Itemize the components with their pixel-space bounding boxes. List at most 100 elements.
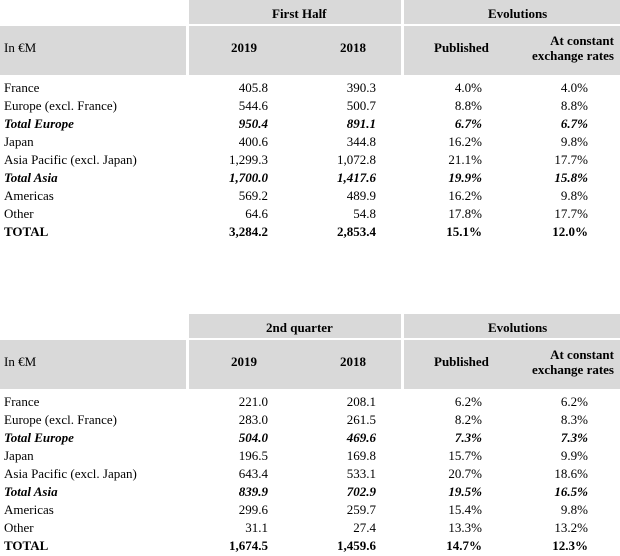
published-change: 6.7% xyxy=(454,116,482,131)
table-row: Other 64.6 54.8 17.8% 17.7% xyxy=(0,205,620,223)
value-2018: 533.1 xyxy=(346,466,376,481)
constant-rates-header: At constant exchange rates xyxy=(532,33,614,63)
row-label: Asia Pacific (excl. Japan) xyxy=(4,152,137,167)
table-row: TOTAL 1,674.5 1,459.6 14.7% 12.3% xyxy=(0,537,620,555)
row-label: Americas xyxy=(4,188,54,203)
second-quarter-table: 2nd quarter Evolutions In €M 2019 2018 P… xyxy=(0,314,620,553)
constant-change: 7.3% xyxy=(560,430,588,445)
published-change: 15.4% xyxy=(448,502,482,517)
published-change: 16.2% xyxy=(448,134,482,149)
value-2019: 950.4 xyxy=(238,116,268,131)
constant-change: 17.7% xyxy=(554,206,588,221)
published-change: 15.1% xyxy=(446,224,482,239)
row-label: Total Asia xyxy=(4,484,58,499)
value-2019: 839.9 xyxy=(238,484,268,499)
value-2018: 261.5 xyxy=(346,412,376,427)
value-2019: 569.2 xyxy=(238,188,268,203)
value-2018: 390.3 xyxy=(346,80,376,95)
value-2018: 27.4 xyxy=(353,520,376,535)
published-change: 16.2% xyxy=(448,188,482,203)
table-row: Total Europe 950.4 891.1 6.7% 6.7% xyxy=(0,115,620,133)
constant-change: 12.3% xyxy=(552,538,588,553)
row-label: Other xyxy=(4,520,34,535)
row-label: TOTAL xyxy=(4,224,49,239)
table-row: Asia Pacific (excl. Japan) 643.4 533.1 20.7… xyxy=(0,465,620,483)
table-row: Total Asia 839.9 702.9 19.5% 16.5% xyxy=(0,483,620,501)
constant-change: 9.8% xyxy=(560,502,588,517)
constant-rates-header: At constant exchange rates xyxy=(532,347,614,377)
table-row: Americas 299.6 259.7 15.4% 9.8% xyxy=(0,501,620,519)
constant-change: 17.7% xyxy=(554,152,588,167)
value-2018: 1,072.8 xyxy=(337,152,376,167)
value-2018: 259.7 xyxy=(346,502,376,517)
table-row: Americas 569.2 489.9 16.2% 9.8% xyxy=(0,187,620,205)
row-label: Japan xyxy=(4,134,34,149)
table-row: Other 31.1 27.4 13.3% 13.2% xyxy=(0,519,620,537)
constant-change: 13.2% xyxy=(554,520,588,535)
year-2019-header: 2019 xyxy=(231,40,257,55)
row-label: Total Europe xyxy=(4,116,74,131)
published-change: 8.2% xyxy=(454,412,482,427)
value-2018: 1,417.6 xyxy=(337,170,376,185)
constant-change: 9.8% xyxy=(560,188,588,203)
published-change: 17.8% xyxy=(448,206,482,221)
table-row: Asia Pacific (excl. Japan) 1,299.3 1,072.8… xyxy=(0,151,620,169)
unit-label: In €M xyxy=(4,40,37,55)
value-2018: 469.6 xyxy=(346,430,376,445)
table-row: TOTAL 3,284.2 2,853.4 15.1% 12.0% xyxy=(0,223,620,241)
row-label: Total Europe xyxy=(4,430,74,445)
evolutions-header: Evolutions xyxy=(488,320,548,335)
table-row: Europe (excl. France) 544.6 500.7 8.8% 8.8% xyxy=(0,97,620,115)
value-2018: 54.8 xyxy=(353,206,376,221)
row-label: Europe (excl. France) xyxy=(4,98,117,113)
published-change: 15.7% xyxy=(448,448,482,463)
constant-change: 9.8% xyxy=(560,134,588,149)
row-label: TOTAL xyxy=(4,538,49,553)
value-2019: 643.4 xyxy=(238,466,268,481)
published-change: 19.5% xyxy=(448,484,482,499)
value-2019: 544.6 xyxy=(238,98,268,113)
table-row: France 221.0 208.1 6.2% 6.2% xyxy=(0,393,620,411)
value-2018: 891.1 xyxy=(346,116,376,131)
table-row: Europe (excl. France) 283.0 261.5 8.2% 8.3% xyxy=(0,411,620,429)
published-header: Published xyxy=(434,354,489,369)
value-2019: 504.0 xyxy=(238,430,268,445)
published-change: 4.0% xyxy=(454,80,482,95)
evolutions-header: Evolutions xyxy=(488,6,548,21)
value-2019: 400.6 xyxy=(238,134,268,149)
value-2019: 283.0 xyxy=(238,412,268,427)
year-2018-header: 2018 xyxy=(340,354,366,369)
period-header: First Half xyxy=(272,6,327,21)
row-label: Other xyxy=(4,206,34,221)
value-2019: 405.8 xyxy=(238,80,268,95)
unit-label: In €M xyxy=(4,354,37,369)
value-2019: 221.0 xyxy=(238,394,268,409)
constant-change: 9.9% xyxy=(560,448,588,463)
row-label: France xyxy=(4,80,40,95)
published-change: 21.1% xyxy=(448,152,482,167)
value-2018: 208.1 xyxy=(346,394,376,409)
published-header: Published xyxy=(434,40,489,55)
value-2018: 169.8 xyxy=(346,448,376,463)
value-2018: 1,459.6 xyxy=(337,538,376,553)
constant-change: 8.8% xyxy=(560,98,588,113)
value-2019: 31.1 xyxy=(245,520,268,535)
value-2019: 1,674.5 xyxy=(229,538,268,553)
value-2018: 344.8 xyxy=(346,134,376,149)
published-change: 20.7% xyxy=(448,466,482,481)
published-change: 6.2% xyxy=(454,394,482,409)
value-2018: 702.9 xyxy=(346,484,376,499)
constant-change: 6.2% xyxy=(560,394,588,409)
row-label: Japan xyxy=(4,448,34,463)
constant-change: 8.3% xyxy=(560,412,588,427)
table-header: 2nd quarter Evolutions In €M 2019 2018 P… xyxy=(0,314,620,389)
value-2019: 196.5 xyxy=(238,448,268,463)
value-2018: 489.9 xyxy=(346,188,376,203)
year-2019-header: 2019 xyxy=(231,354,257,369)
table-row: Japan 196.5 169.8 15.7% 9.9% xyxy=(0,447,620,465)
constant-change: 6.7% xyxy=(560,116,588,131)
period-header: 2nd quarter xyxy=(266,320,333,335)
value-2019: 64.6 xyxy=(245,206,268,221)
constant-change: 4.0% xyxy=(560,80,588,95)
year-2018-header: 2018 xyxy=(340,40,366,55)
